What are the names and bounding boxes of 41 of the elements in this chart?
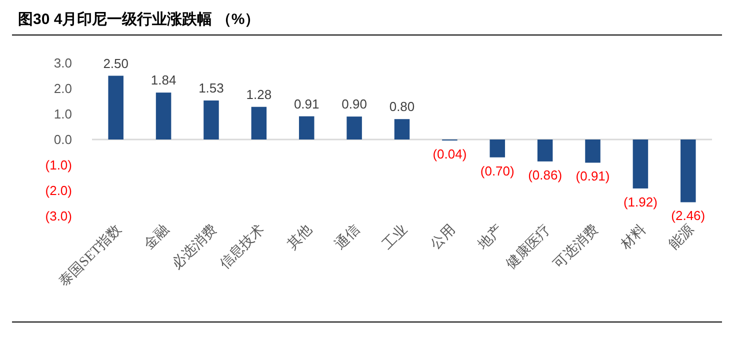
data-label: (0.91) (576, 168, 610, 184)
x-tick-label: 材料 (617, 222, 650, 254)
data-label: (0.70) (480, 163, 514, 178)
data-label: (0.04) (432, 146, 467, 162)
data-label: 1.53 (198, 80, 224, 96)
bar (632, 140, 648, 188)
bar (346, 116, 362, 140)
bar (394, 119, 410, 140)
y-tick-label: (1.0) (45, 158, 72, 173)
bar (537, 140, 553, 162)
bar (585, 140, 600, 163)
x-tick-label: 公用 (427, 222, 459, 253)
bar (680, 140, 696, 202)
y-tick-label: (3.0) (45, 208, 72, 224)
y-tick-label: 1.0 (54, 106, 72, 122)
bar (204, 100, 219, 140)
y-tick-label: (2.0) (45, 183, 72, 198)
data-label: 1.28 (246, 86, 272, 102)
x-tick-label: 工业 (380, 222, 411, 253)
data-label: (0.86) (528, 167, 562, 182)
y-tick-label: 3.0 (54, 56, 72, 71)
data-label: 0.90 (342, 96, 367, 112)
bar (490, 140, 506, 158)
data-label: 0.80 (389, 99, 415, 114)
x-tick-label: 可选消费 (550, 222, 602, 272)
y-tick-label: 2.0 (54, 81, 72, 96)
x-tick-label: 能源 (666, 222, 697, 253)
y-tick-label: 0.0 (54, 132, 72, 148)
bar (251, 106, 267, 140)
x-tick-label: 地产 (474, 222, 506, 254)
data-label: (1.92) (623, 194, 658, 210)
data-label: 1.84 (150, 72, 176, 88)
chart-title: 图30 4月印尼一级行业涨跌幅 （%） (18, 11, 260, 28)
data-label: (2.46) (671, 208, 706, 224)
data-label: 0.91 (294, 96, 320, 112)
bar (298, 116, 314, 140)
bar (108, 76, 124, 140)
data-label: 2.50 (103, 56, 128, 71)
x-tick-label: 通信 (332, 222, 364, 253)
x-tick-label: 其他 (284, 222, 316, 253)
bar (156, 92, 172, 140)
